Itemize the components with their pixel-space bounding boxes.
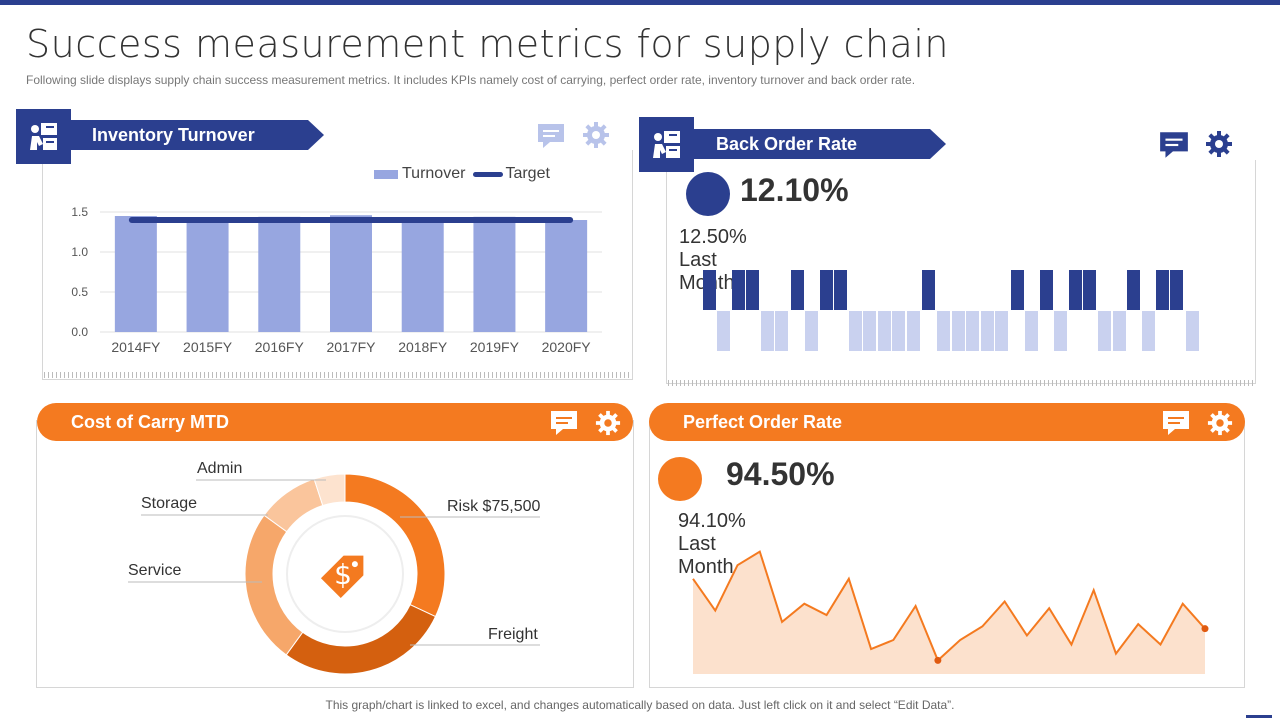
perfect-order-value: 94.50% [726,456,835,492]
x-tick-label: 2019FY [470,339,520,355]
legend-target-swatch [473,171,504,177]
cost-carry-chat-icon[interactable] [549,409,579,450]
area-min-point [934,656,942,664]
turnover-bar [401,219,444,332]
svg-text:$: $ [334,558,352,591]
inventory-legend: Turnover Target [374,165,550,183]
legend-target-label: Target [505,165,550,182]
perfect-order-dot [658,457,702,501]
back-order-ruler [668,380,1254,386]
x-tick-label: 2017FY [326,339,376,355]
footer-note: This graph/chart is linked to excel, and… [325,698,955,712]
perfect-order-frame [649,420,1245,688]
inventory-turnover-frame [42,150,633,380]
back-order-worker-icon [639,117,694,172]
back-order-last-month: 12.50% Last Month [679,226,747,294]
perfect-order-chat-icon[interactable] [1161,409,1191,450]
perfect-order-last-month: 94.10% Last Month [678,510,746,578]
x-tick-label: 2016FY [255,339,305,355]
x-tick-label: 2015FY [183,339,233,355]
inventory-turnover-title: Inventory Turnover [70,120,324,150]
area-end-point [1201,625,1209,633]
y-tick-label: 1.0 [71,245,88,259]
turnover-bar [186,220,229,332]
cost-service-label: Service [128,562,182,579]
inventory-gear-icon[interactable] [582,121,610,154]
back-order-dot [686,172,730,216]
back-order-chat-icon[interactable] [1158,130,1190,165]
x-tick-label: 2014FY [111,339,161,355]
cost-carry-frame [36,420,634,688]
back-order-title: Back Order Rate [694,129,946,159]
area-fill [693,551,1205,674]
x-tick-label: 2020FY [542,339,592,355]
perfect-order-title: Perfect Order Rate [649,403,1245,441]
cost-carry-title: Cost of Carry MTD [37,403,633,441]
y-tick-label: 1.5 [71,205,88,219]
donut-slice [313,473,346,507]
cost-carry-gear-icon[interactable] [595,410,621,449]
cost-admin-label: Admin [197,460,243,477]
x-tick-label: 2018FY [398,339,448,355]
top-accent-bar [0,0,1280,5]
area-line [692,550,1206,663]
turnover-bar [258,216,301,332]
turnover-bar [545,220,588,332]
inventory-worker-icon [16,109,71,164]
inventory-turnover-chart: 0.0 0.5 1.0 1.5 2014FY 2015FY 2016FY 2017FY 2018… [71,205,602,355]
cost-freight-label: Freight [488,626,538,643]
perfect-order-gear-icon[interactable] [1207,410,1233,449]
back-order-value: 12.10% [740,172,849,208]
perfect-order-area-chart [692,550,1209,674]
dollar-tag-icon: $ [320,555,364,599]
back-order-barcode-graphic [703,270,1199,351]
y-tick-label: 0.0 [71,325,88,339]
page-title: Success measurement metrics for supply c… [26,22,949,66]
y-tick-label: 0.5 [71,285,88,299]
cost-carry-title-text: Cost of Carry MTD [71,412,230,432]
turnover-bar [473,216,516,332]
bottom-accent-bar [1246,715,1272,718]
cost-storage-label: Storage [141,495,198,512]
legend-turnover-swatch [374,169,398,179]
inventory-turnover-ruler [44,372,632,378]
page-subtitle: Following slide displays supply chain su… [26,73,916,87]
perfect-order-title-text: Perfect Order Rate [683,412,843,432]
cost-leader-lines [128,479,540,646]
turnover-bar [114,216,157,332]
inventory-chat-icon[interactable] [536,122,566,155]
turnover-bar [330,215,372,332]
legend-turnover-label: Turnover [402,165,466,182]
cost-risk-label: Risk $75,500 [447,498,541,515]
back-order-gear-icon[interactable] [1205,130,1233,163]
